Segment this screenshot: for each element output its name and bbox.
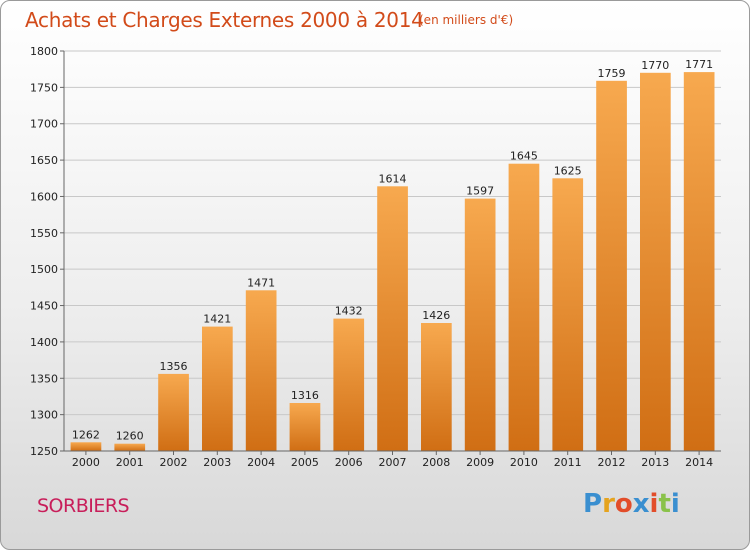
logo-letter: x bbox=[632, 489, 650, 519]
bar-2006 bbox=[333, 318, 365, 451]
y-tick-label: 1650 bbox=[30, 154, 58, 167]
bar-value-label: 1471 bbox=[247, 276, 275, 289]
x-tick-label: 2011 bbox=[554, 456, 582, 469]
bar-2014 bbox=[683, 72, 715, 451]
bar-2012 bbox=[596, 80, 627, 452]
bar-value-label: 1426 bbox=[422, 309, 450, 322]
y-tick-label: 1300 bbox=[30, 409, 58, 422]
bar-value-label: 1432 bbox=[335, 305, 363, 318]
x-tick-label: 2000 bbox=[72, 456, 100, 469]
bar-value-label: 1625 bbox=[554, 164, 582, 177]
bar-2010 bbox=[508, 163, 540, 451]
bar-value-label: 1759 bbox=[598, 67, 626, 80]
bar-value-label: 1260 bbox=[116, 430, 144, 443]
x-tick-label: 2009 bbox=[466, 456, 494, 469]
x-tick-label: 2004 bbox=[247, 456, 275, 469]
x-tick-label: 2008 bbox=[422, 456, 450, 469]
bar-value-label: 1421 bbox=[203, 313, 231, 326]
x-tick-label: 2006 bbox=[335, 456, 363, 469]
x-tick-label: 2007 bbox=[379, 456, 407, 469]
bar-2000 bbox=[70, 442, 102, 451]
chart-subtitle: (en milliers d'€) bbox=[419, 13, 514, 27]
bar-value-label: 1770 bbox=[641, 59, 669, 72]
proxiti-logo: Proxiti bbox=[583, 489, 680, 519]
bar-2013 bbox=[640, 72, 671, 452]
logo-letter: P bbox=[583, 489, 603, 519]
y-tick-label: 1350 bbox=[30, 372, 58, 385]
commune-name: SORBIERS bbox=[37, 495, 130, 517]
x-tick-label: 2002 bbox=[160, 456, 188, 469]
x-tick-label: 2001 bbox=[116, 456, 144, 469]
logo-letter: t bbox=[658, 489, 671, 519]
logo-letter: r bbox=[602, 489, 615, 519]
y-tick-label: 1800 bbox=[30, 45, 58, 58]
y-tick-label: 1550 bbox=[30, 227, 58, 240]
bar-value-label: 1316 bbox=[291, 389, 319, 402]
x-tick-label: 2012 bbox=[598, 456, 626, 469]
bar-2007 bbox=[377, 186, 408, 452]
bar-value-label: 1356 bbox=[160, 360, 188, 373]
x-tick-label: 2010 bbox=[510, 456, 538, 469]
x-tick-label: 2013 bbox=[641, 456, 669, 469]
bar-2009 bbox=[464, 198, 496, 451]
logo-letter: i bbox=[649, 489, 659, 519]
x-tick-label: 2014 bbox=[685, 456, 713, 469]
bar-2003 bbox=[202, 326, 233, 451]
bar-value-label: 1771 bbox=[685, 58, 713, 71]
logo-letter: i bbox=[670, 489, 680, 519]
x-tick-label: 2003 bbox=[203, 456, 231, 469]
bar-value-label: 1614 bbox=[379, 172, 407, 185]
y-tick-label: 1500 bbox=[30, 263, 58, 276]
logo-letter: o bbox=[614, 489, 633, 519]
y-tick-label: 1250 bbox=[30, 445, 58, 458]
bar-2005 bbox=[289, 403, 321, 451]
y-tick-label: 1750 bbox=[30, 81, 58, 94]
x-tick-label: 2005 bbox=[291, 456, 319, 469]
bar-2002 bbox=[158, 373, 189, 451]
bar-value-label: 1597 bbox=[466, 185, 494, 198]
bar-2008 bbox=[421, 323, 452, 451]
y-tick-label: 1600 bbox=[30, 190, 58, 203]
bar-value-label: 1262 bbox=[72, 428, 100, 441]
bar-2001 bbox=[114, 443, 146, 451]
chart-title: Achats et Charges Externes 2000 à 2014 bbox=[25, 8, 424, 32]
bar-value-label: 1645 bbox=[510, 150, 538, 163]
y-tick-label: 1400 bbox=[30, 336, 58, 349]
bar-2011 bbox=[552, 178, 584, 452]
y-tick-label: 1450 bbox=[30, 300, 58, 313]
y-tick-label: 1700 bbox=[30, 118, 58, 131]
bar-2004 bbox=[245, 290, 277, 451]
